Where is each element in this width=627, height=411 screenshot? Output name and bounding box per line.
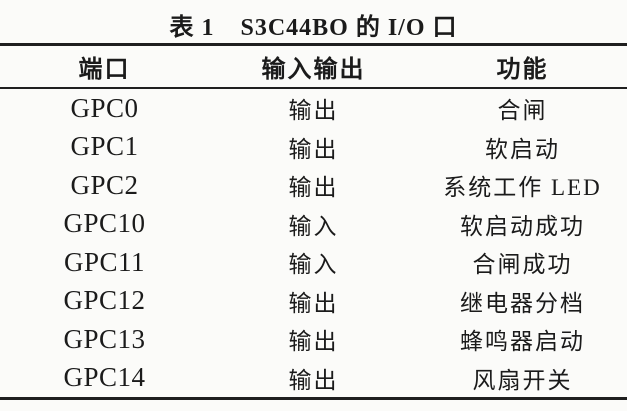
function-cell: 合闸成功 xyxy=(472,252,573,278)
table-caption-title: S3C44BO 的 I/O 口 xyxy=(240,15,458,41)
table-row: GPC10 输入 软启动成功 xyxy=(0,205,627,244)
function-cell: 系统工作 LED xyxy=(443,175,602,201)
io-cell: 输出 xyxy=(288,329,339,355)
table-row: GPC12 输出 继电器分档 xyxy=(0,282,627,321)
io-cell: 输出 xyxy=(288,136,339,162)
table-row: GPC13 输出 蜂鸣器启动 xyxy=(0,320,627,359)
function-cell: 软启动 xyxy=(485,136,560,162)
function-cell: 蜂鸣器启动 xyxy=(460,329,585,355)
port-cell: GPC2 xyxy=(70,169,139,200)
column-header-function: 功能 xyxy=(496,57,549,83)
io-cell: 输出 xyxy=(288,98,339,124)
port-cell: GPC0 xyxy=(70,92,139,123)
port-cell: GPC10 xyxy=(63,208,146,239)
function-cell: 合闸 xyxy=(497,98,548,124)
table-caption-number: 表 1 xyxy=(169,15,215,41)
table-body: GPC0 输出 合闸 GPC1 输出 软启动 GPC2 输出 系统工作 LED … xyxy=(0,89,627,400)
port-cell: GPC14 xyxy=(63,362,146,393)
table-row: GPC1 输出 软启动 xyxy=(0,128,627,167)
port-cell: GPC1 xyxy=(70,131,139,162)
io-cell: 输出 xyxy=(288,290,339,316)
function-cell: 继电器分档 xyxy=(460,290,585,316)
table-caption: 表 1 S3C44BO 的 I/O 口 xyxy=(0,7,627,42)
function-cell: 风扇开关 xyxy=(472,367,573,393)
function-cell: 软启动成功 xyxy=(460,213,585,239)
port-cell: GPC13 xyxy=(63,323,146,354)
table-row: GPC11 输入 合闸成功 xyxy=(0,243,627,282)
io-cell: 输入 xyxy=(288,252,339,278)
column-header-port: 端口 xyxy=(78,57,131,83)
io-cell: 输出 xyxy=(288,175,339,201)
port-cell: GPC11 xyxy=(63,246,146,277)
io-cell: 输出 xyxy=(288,367,339,393)
port-cell: GPC12 xyxy=(63,285,146,316)
io-cell: 输入 xyxy=(288,213,339,239)
column-header-io: 输入输出 xyxy=(261,57,366,83)
table-row: GPC0 输出 合闸 xyxy=(0,89,627,128)
table-row: GPC14 输出 风扇开关 xyxy=(0,359,627,398)
io-port-table: 端口 输入输出 功能 GPC0 输出 合闸 GPC1 输出 软启动 GPC2 输… xyxy=(0,43,627,400)
table-header-row: 端口 输入输出 功能 xyxy=(0,43,627,89)
table-row: GPC2 输出 系统工作 LED xyxy=(0,166,627,205)
